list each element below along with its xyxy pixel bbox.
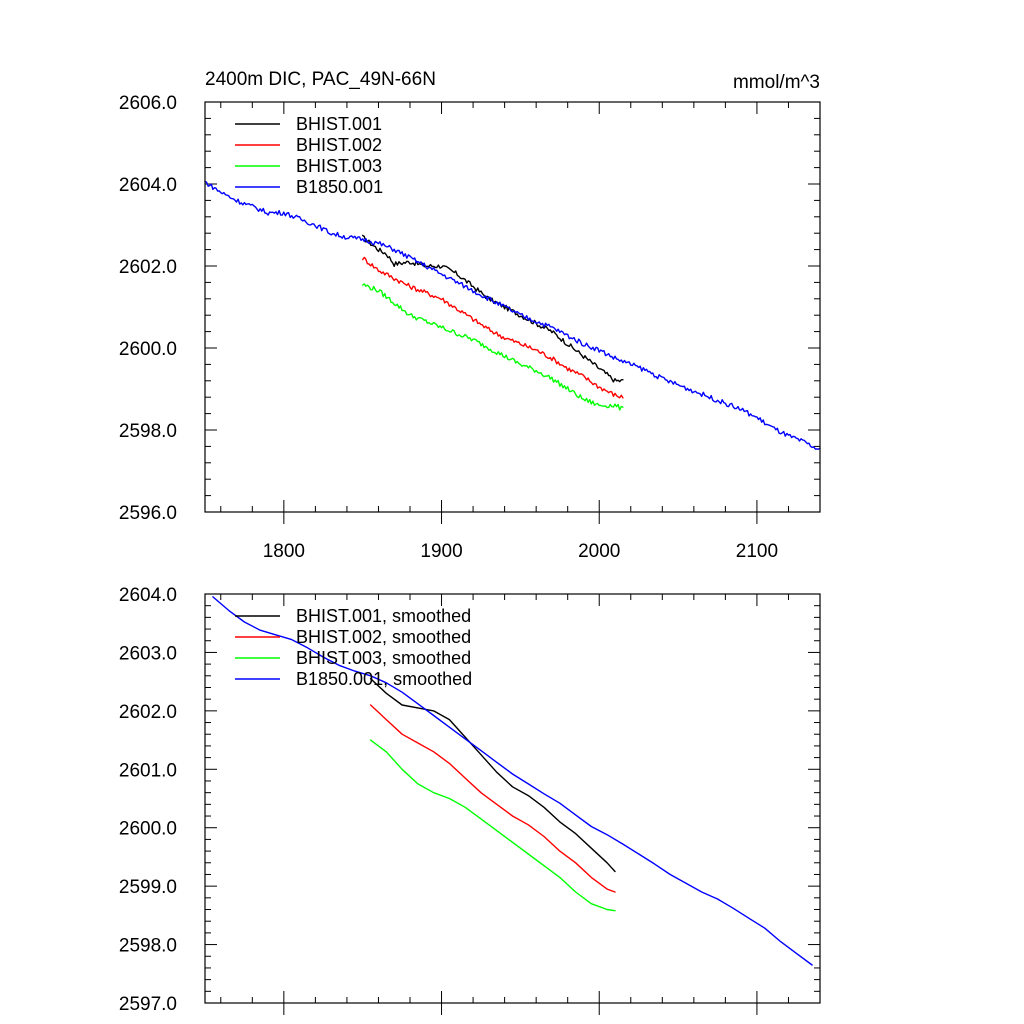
legend-label: BHIST.003, smoothed	[296, 648, 471, 668]
y-tick-labels: 2597.0 2598.0 2599.0 2600.0 2601.0 2602.0 2603…	[119, 585, 177, 1015]
y-tick-label: 2600.0	[119, 819, 177, 840]
y-tick-label: 2601.0	[119, 760, 177, 781]
minor-ticks	[205, 102, 821, 512]
y-tick-label: 2600.0	[119, 339, 177, 360]
series-line-bhist-003-smoothed	[369, 739, 616, 912]
legend-label: B1850.001, smoothed	[296, 669, 472, 689]
legend-label: BHIST.003	[296, 156, 382, 176]
x-tick-label: 2100	[736, 541, 778, 562]
legend-label: BHIST.002, smoothed	[296, 627, 471, 647]
y-tick-label: 2598.0	[119, 421, 177, 442]
legend-label: BHIST.001	[296, 114, 382, 134]
series-line-b1850-001-smoothed	[212, 596, 813, 966]
y-tick-label: 2596.0	[119, 503, 177, 524]
y-tick-label: 2603.0	[119, 643, 177, 664]
series-line-bhist-002-smoothed	[369, 704, 616, 893]
series-line-bhist-003	[362, 283, 624, 411]
y-tick-label: 2604.0	[119, 585, 177, 606]
series-line-b1850-001	[204, 180, 821, 450]
y-tick-label: 2602.0	[119, 257, 177, 278]
series-lines	[212, 596, 813, 966]
bottom-panel: 2597.0 2598.0 2599.0 2600.0 2601.0 2602.0 2603…	[119, 585, 821, 1015]
series-lines	[204, 180, 821, 450]
chart-title: 2400m DIC, PAC_49N-66N	[205, 69, 436, 90]
legend-label: BHIST.002	[296, 135, 382, 155]
y-tick-label: 2606.0	[119, 93, 177, 114]
x-tick-label: 2000	[578, 541, 620, 562]
x-tick-label: 1800	[263, 541, 305, 562]
y-tick-label: 2598.0	[119, 936, 177, 957]
y-tick-labels: 2596.0 2598.0 2600.0 2602.0 2604.0 2606.0	[119, 93, 177, 524]
plot-frame	[204, 101, 821, 513]
top-panel: 2400m DIC, PAC_49N-66N mmol/m^3 2596.025…	[119, 69, 821, 562]
minor-ticks	[205, 594, 821, 1003]
x-tick-labels: 1800 1900 2000 2100	[263, 541, 778, 562]
legend-label: B1850.001	[296, 177, 383, 197]
y-tick-label: 2604.0	[119, 175, 177, 196]
y-tick-label: 2597.0	[119, 994, 177, 1015]
x-tick-label: 1900	[420, 541, 462, 562]
series-line-bhist-001-smoothed	[369, 678, 616, 873]
y-tick-label: 2602.0	[119, 702, 177, 723]
y-tick-label: 2599.0	[119, 877, 177, 898]
series-line-bhist-002	[362, 256, 624, 399]
units-label: mmol/m^3	[733, 72, 820, 93]
plot-frame	[204, 593, 821, 1004]
legend-label: BHIST.001, smoothed	[296, 606, 471, 626]
